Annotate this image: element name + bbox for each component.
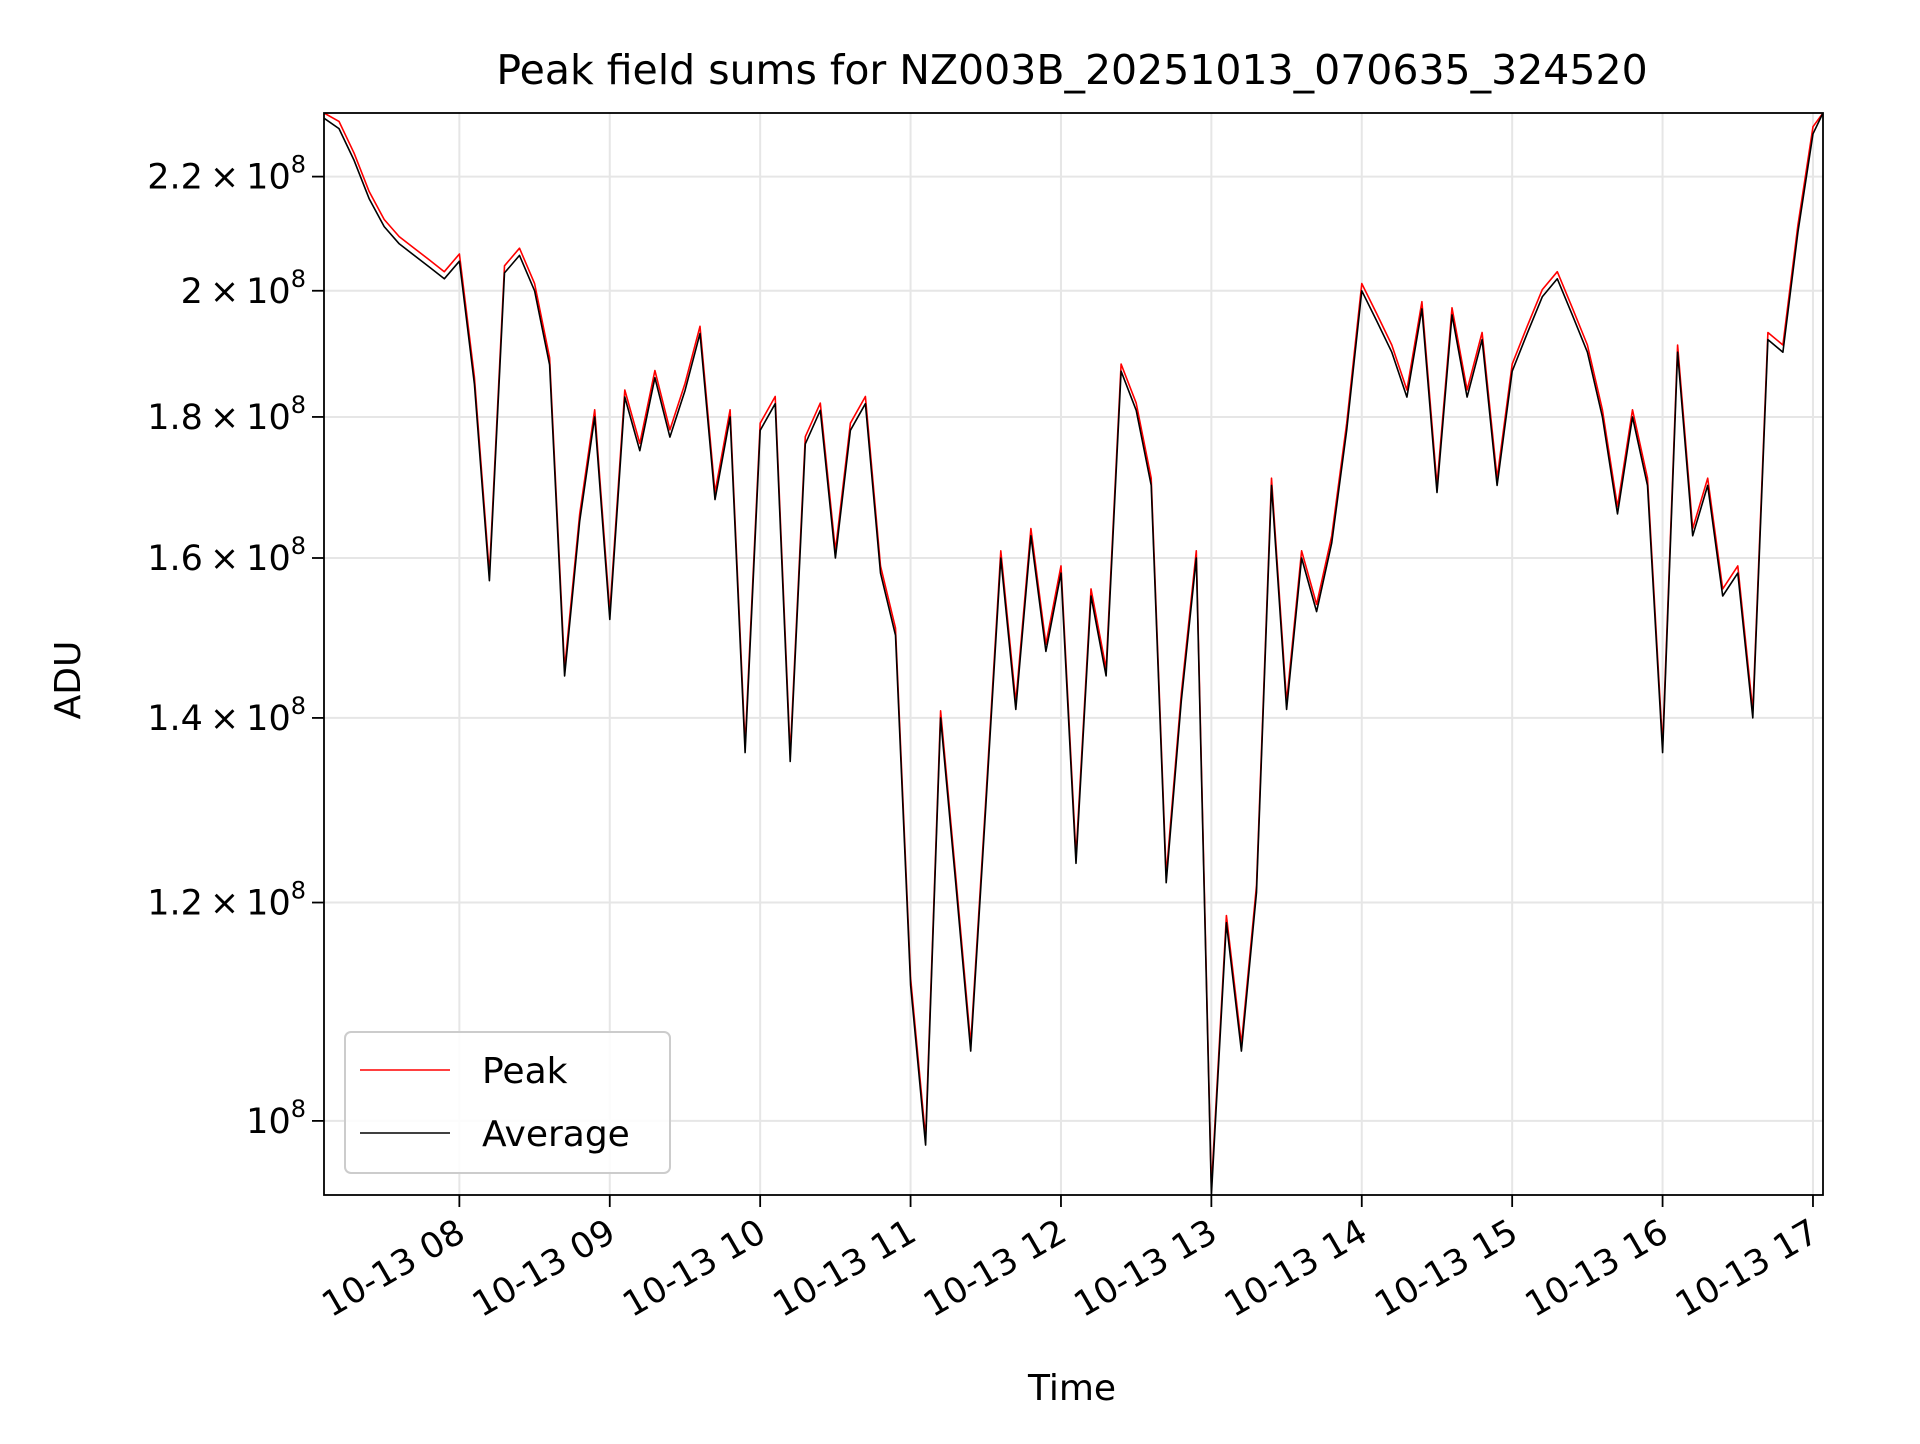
chart-title: Peak field sums for NZ003B_20251013_0706… — [496, 46, 1647, 94]
x-axis-label: Time — [1027, 1368, 1116, 1409]
legend-label-peak: Peak — [482, 1051, 568, 1092]
y-tick-label: 1.6 × 108 — [147, 532, 306, 579]
plot-frame — [323, 112, 1824, 1196]
series-line-average — [323, 112, 1824, 1196]
y-axis-label: ADU — [48, 641, 89, 720]
y-tick-label: 1.4 × 108 — [147, 692, 306, 739]
y-axis-ticks: 108 1.2 × 108 1.4 × 108 1.6 × 108 1.8 × 108 2… — [147, 151, 324, 1142]
y-tick-label: 1.2 × 108 — [147, 877, 306, 924]
y-tick-label: 108 — [246, 1095, 306, 1142]
grid-lines — [324, 113, 1823, 1195]
legend-box — [344, 1031, 671, 1174]
legend-label-average: Average — [482, 1114, 630, 1155]
y-tick-label: 2.2 × 108 — [147, 151, 306, 198]
legend: Peak Average — [344, 1031, 671, 1174]
y-tick-label: 1.8 × 108 — [147, 391, 306, 438]
series-lines — [323, 112, 1824, 1196]
y-tick-label: 2 × 108 — [181, 265, 306, 312]
